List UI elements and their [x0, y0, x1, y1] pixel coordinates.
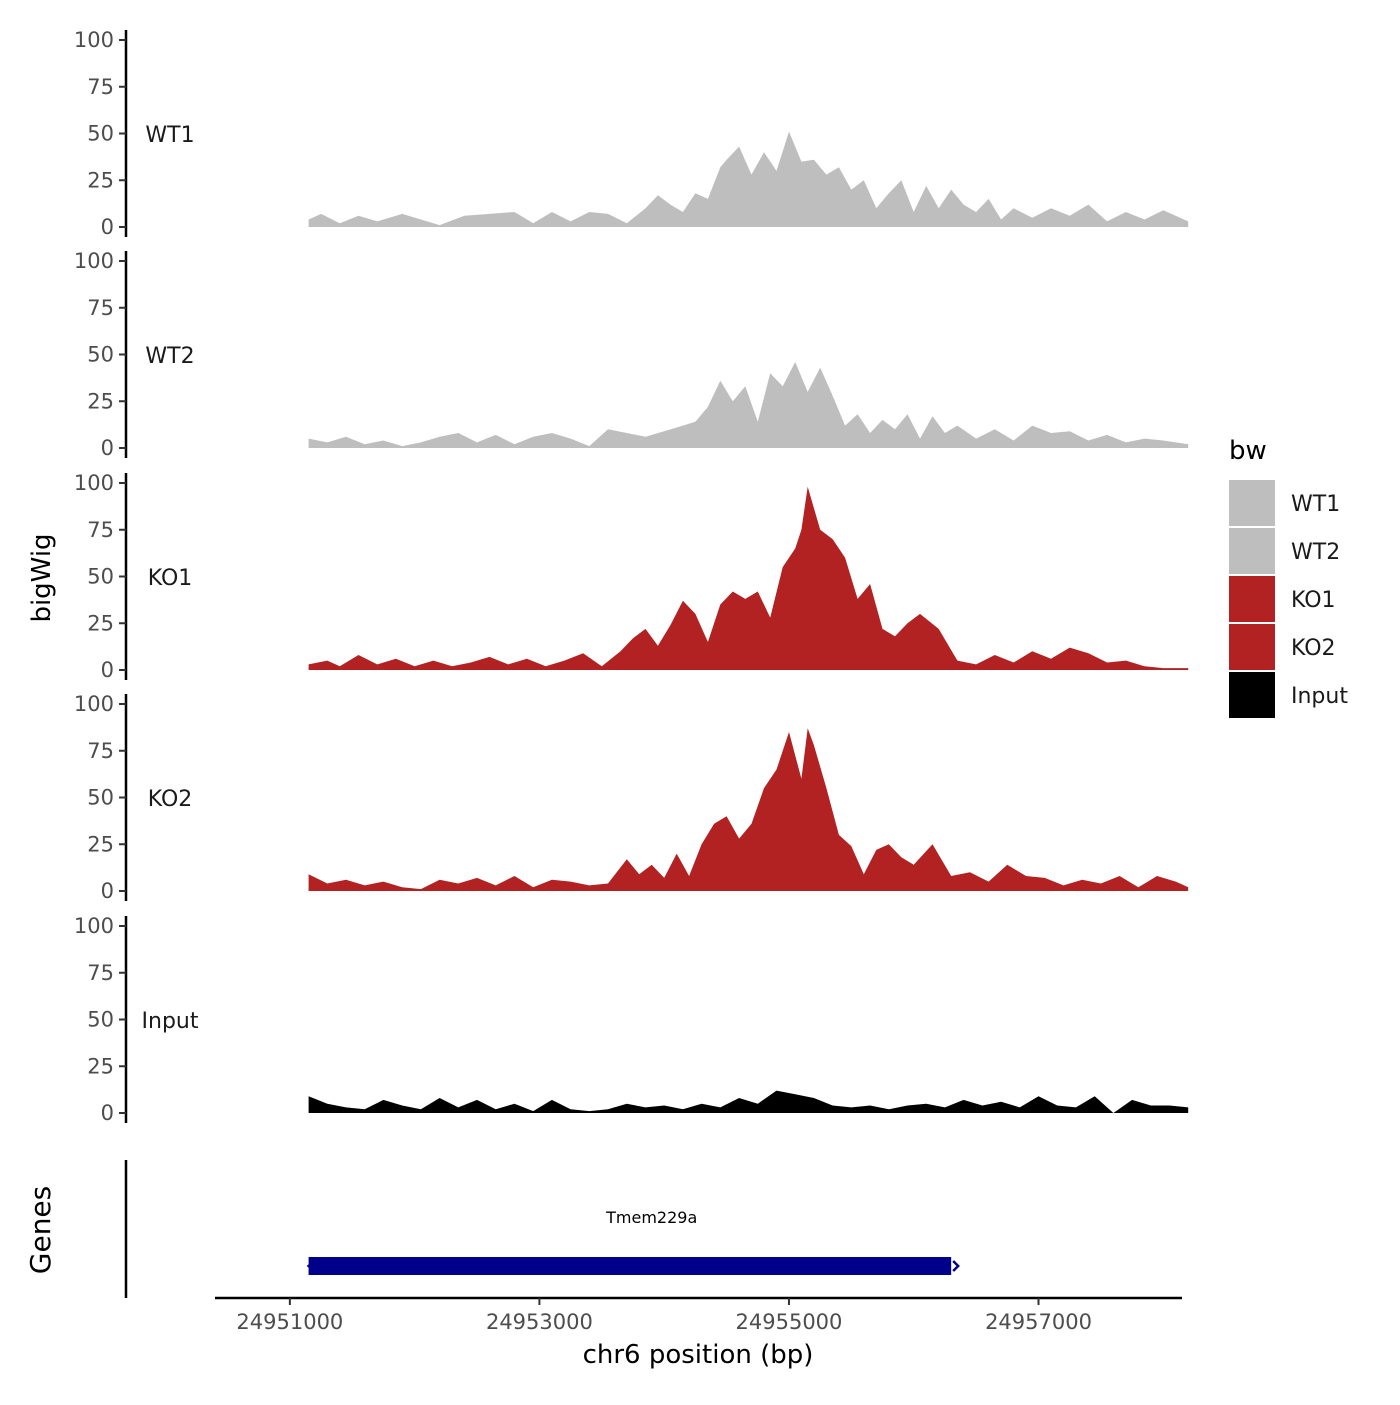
- y-tick-label: 100: [74, 471, 114, 495]
- y-tick-label: 50: [87, 786, 114, 810]
- track-wt1: 0 25 50 75 100 WT1: [74, 28, 1189, 239]
- y-tick-label: 100: [74, 692, 114, 716]
- y-tick-label: 50: [87, 122, 114, 146]
- gene-track: Tmem229a: [124, 1160, 960, 1298]
- y-tick-label: 25: [87, 611, 114, 635]
- x-axis-title: chr6 position (bp): [583, 1340, 814, 1370]
- y-tick-label: 50: [87, 565, 114, 589]
- signal-area-input: [308, 1090, 1189, 1113]
- track-label-ko1: KO1: [148, 566, 193, 591]
- legend-label-wt1: WT1: [1291, 492, 1340, 517]
- y-tick-label: 0: [101, 436, 114, 460]
- y-tick-label: 25: [87, 832, 114, 856]
- y-tick-label: 0: [101, 215, 114, 239]
- y-axis-title: bigWig: [27, 533, 57, 622]
- x-axis: 24951000 24953000 24955000 24957000: [215, 1296, 1182, 1334]
- y-tick-label: 75: [87, 518, 114, 542]
- y-tick-label: 100: [74, 249, 114, 273]
- signal-area-wt1: [308, 131, 1189, 227]
- x-tick-label: 24953000: [486, 1310, 593, 1334]
- signal-tracks: 0255075100WT10255075100WT20255075100KO10…: [74, 28, 1189, 1125]
- track-label-wt1: WT1: [145, 123, 194, 148]
- y-tick-label: 75: [87, 961, 114, 985]
- strand-end-icon: [952, 1260, 960, 1272]
- y-tick-label: 75: [87, 296, 114, 320]
- signal-area-ko2: [308, 728, 1189, 891]
- x-tick-label: 24957000: [985, 1310, 1092, 1334]
- gene-body: [308, 1257, 952, 1275]
- y-tick-label: 75: [87, 739, 114, 763]
- y-tick-label: 75: [87, 75, 114, 99]
- legend-title: bw: [1229, 436, 1267, 466]
- track-label-ko2: KO2: [148, 787, 193, 812]
- y-tick-label: 0: [101, 1101, 114, 1125]
- gene-label: Tmem229a: [605, 1208, 697, 1227]
- y-tick-label: 50: [87, 1008, 114, 1032]
- legend-label-input: Input: [1291, 684, 1348, 709]
- x-tick-label: 24951000: [236, 1310, 343, 1334]
- track-wt2: 0 25 50 75 100 WT2: [74, 249, 1189, 460]
- legend-key-wt2: [1229, 528, 1275, 574]
- signal-area-wt2: [308, 362, 1189, 448]
- y-tick-label: 0: [101, 879, 114, 903]
- y-tick-label: 25: [87, 1054, 114, 1078]
- legend-label-ko1: KO1: [1291, 588, 1336, 613]
- y-tick-label: 100: [74, 28, 114, 52]
- legend-key-wt1: [1229, 480, 1275, 526]
- track-ko1: 0 25 50 75 100 KO1: [74, 471, 1189, 682]
- y-tick-label: 25: [87, 168, 114, 192]
- gene-track-label: Genes: [24, 1186, 57, 1274]
- strand-arrow-icon: [306, 1260, 316, 1272]
- track-label-wt2: WT2: [145, 344, 194, 369]
- legend-key-ko1: [1229, 576, 1275, 622]
- legend: bw WT1 WT2 KO1 KO2 Input: [1229, 436, 1348, 718]
- y-tick-label: 25: [87, 389, 114, 413]
- y-tick-label: 100: [74, 914, 114, 938]
- track-label-input: Input: [142, 1009, 199, 1034]
- y-tick-label: 50: [87, 343, 114, 367]
- track-input: 0 25 50 75 100 Input: [74, 914, 1189, 1125]
- track-ko2: 0 25 50 75 100 KO2: [74, 692, 1189, 903]
- legend-label-wt2: WT2: [1291, 540, 1340, 565]
- legend-key-ko2: [1229, 624, 1275, 670]
- signal-area-ko1: [308, 486, 1189, 670]
- legend-label-ko2: KO2: [1291, 636, 1336, 661]
- y-tick-label: 0: [101, 658, 114, 682]
- x-tick-label: 24955000: [736, 1310, 843, 1334]
- legend-key-input: [1229, 672, 1275, 718]
